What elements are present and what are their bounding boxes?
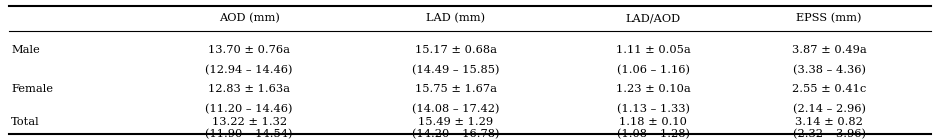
Text: (14.20 – 16.78): (14.20 – 16.78) [412,129,500,140]
Text: 1.11 ± 0.05a: 1.11 ± 0.05a [616,45,691,55]
Text: (14.49 – 15.85): (14.49 – 15.85) [412,65,500,75]
Text: (2.32 – 3.96): (2.32 – 3.96) [792,129,866,140]
Text: (14.08 – 17.42): (14.08 – 17.42) [412,104,500,114]
Text: 15.75 ± 1.67a: 15.75 ± 1.67a [415,84,497,94]
Text: Female: Female [11,84,54,94]
Text: 15.49 ± 1.29: 15.49 ± 1.29 [418,117,494,127]
Text: 13.22 ± 1.32: 13.22 ± 1.32 [212,117,287,127]
Text: 12.83 ± 1.63a: 12.83 ± 1.63a [208,84,290,94]
Text: 1.23 ± 0.10a: 1.23 ± 0.10a [616,84,691,94]
Text: Male: Male [11,45,40,55]
Text: Total: Total [11,117,39,127]
Text: (3.38 – 4.36): (3.38 – 4.36) [792,65,866,75]
Text: (11.20 – 14.46): (11.20 – 14.46) [205,104,293,114]
Text: (2.14 – 2.96): (2.14 – 2.96) [792,104,866,114]
Text: 3.14 ± 0.82: 3.14 ± 0.82 [795,117,863,127]
Text: (1.13 – 1.33): (1.13 – 1.33) [617,104,690,114]
Text: 1.18 ± 0.10: 1.18 ± 0.10 [619,117,687,127]
Text: (1.06 – 1.16): (1.06 – 1.16) [617,65,690,75]
Text: 3.87 ± 0.49a: 3.87 ± 0.49a [791,45,867,55]
Text: LAD/AOD: LAD/AOD [626,13,681,23]
Text: AOD (mm): AOD (mm) [219,13,279,23]
Text: 15.17 ± 0.68a: 15.17 ± 0.68a [415,45,497,55]
Text: (11.90 – 14.54): (11.90 – 14.54) [205,129,293,140]
Text: EPSS (mm): EPSS (mm) [796,13,862,23]
Text: (12.94 – 14.46): (12.94 – 14.46) [205,65,293,75]
Text: 2.55 ± 0.41c: 2.55 ± 0.41c [792,84,866,94]
Text: (1.08 – 1.28): (1.08 – 1.28) [617,129,690,140]
Text: LAD (mm): LAD (mm) [427,13,485,23]
Text: 13.70 ± 0.76a: 13.70 ± 0.76a [208,45,290,55]
